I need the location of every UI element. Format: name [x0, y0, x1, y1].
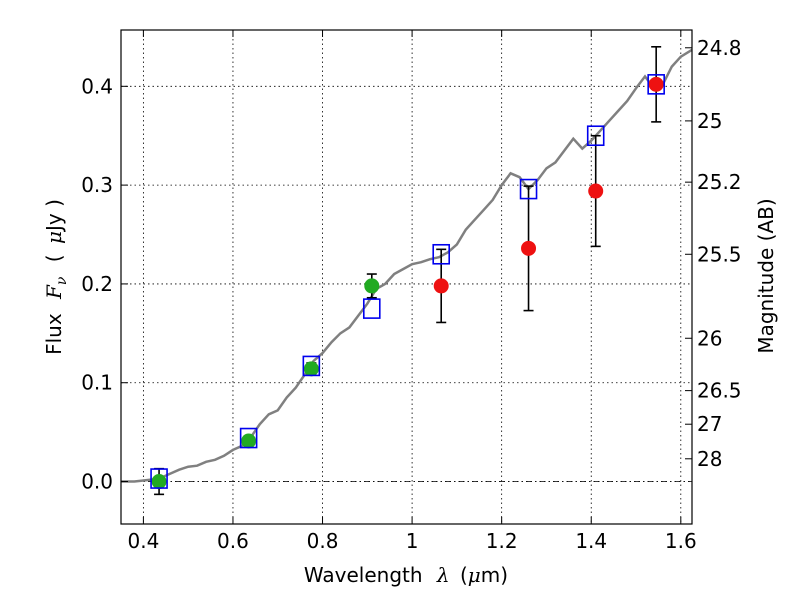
x-tick-label: 0.8: [307, 529, 339, 553]
y2-tick-label: 25.5: [697, 242, 742, 266]
x-tick-label: 0.6: [217, 529, 249, 553]
x-tick-label: 0.4: [127, 529, 159, 553]
x-tick-label: 1.4: [575, 529, 607, 553]
green-data-point: [303, 361, 319, 377]
y2-tick-label: 27: [697, 412, 722, 436]
model-square-marker: [647, 74, 665, 95]
x-axis-label-symbol: λ: [436, 563, 450, 587]
model-square-marker: [586, 125, 605, 147]
y-axis-label-unit-rest: Jy ): [42, 199, 66, 233]
model-square-marker: [239, 427, 258, 449]
x-tick-label: 1.6: [665, 529, 697, 553]
y-tick-label: 0.2: [81, 272, 113, 296]
y2-tick-label: 26.5: [697, 379, 742, 403]
y2-tick-label: 24.8: [697, 36, 742, 60]
x-tick-label: 1.2: [486, 529, 518, 553]
model-square-marker: [362, 298, 381, 319]
x-axis-label-unit-open: (: [460, 563, 468, 587]
x-axis-label-unit-mu: μ: [468, 563, 481, 587]
y2-tick-label: 28: [697, 447, 722, 471]
green-data-point: [151, 474, 167, 490]
axis-ticks: [121, 30, 692, 524]
y2-tick-label: 25: [697, 109, 722, 133]
tick-labels: 0.4 0.6 0.8 1 1.2 1.4 1.6 0.0 0.1 0.2 0.3 0.4 24.8 25…: [81, 36, 741, 553]
y2-tick-label: 25.2: [697, 170, 742, 194]
x-axis-label-prefix: Wavelength: [304, 563, 423, 587]
model-square-marker: [302, 355, 321, 377]
y-axis-label-prefix: Flux: [42, 313, 66, 355]
red-data-point: [433, 278, 449, 294]
y2-tick-label: 26: [697, 326, 722, 350]
data-points: [151, 76, 664, 490]
red-data-point: [588, 183, 604, 199]
y-tick-label: 0.4: [81, 74, 113, 98]
x-tick-label: 1: [406, 529, 419, 553]
red-data-point: [648, 76, 664, 92]
y-axis-label-sub: ν: [54, 276, 70, 285]
y-tick-label: 0.1: [81, 371, 113, 395]
plot-frame: [120, 29, 693, 525]
green-data-point: [241, 433, 257, 449]
y-axis-label-unit-mu: μ: [42, 231, 66, 244]
model-squares: [150, 74, 665, 489]
y-axis-label: Flux Fν ( μJy ): [42, 199, 71, 355]
y-tick-label: 0.3: [81, 173, 113, 197]
model-square-marker: [432, 243, 451, 265]
green-data-point: [364, 278, 380, 294]
x-axis-label-unit-rest: m): [481, 563, 508, 587]
y-tick-label: 0.0: [81, 470, 113, 494]
model-square-marker: [519, 178, 538, 200]
model-square-marker: [150, 468, 168, 489]
red-data-point: [521, 240, 537, 256]
secondary-y-axis-label: Magnitude (AB): [754, 198, 778, 353]
x-axis-label: Wavelength λ (μm): [304, 563, 508, 587]
y-axis-label-symbol: F: [42, 284, 66, 300]
y-axis-label-unit-open: (: [42, 254, 66, 262]
